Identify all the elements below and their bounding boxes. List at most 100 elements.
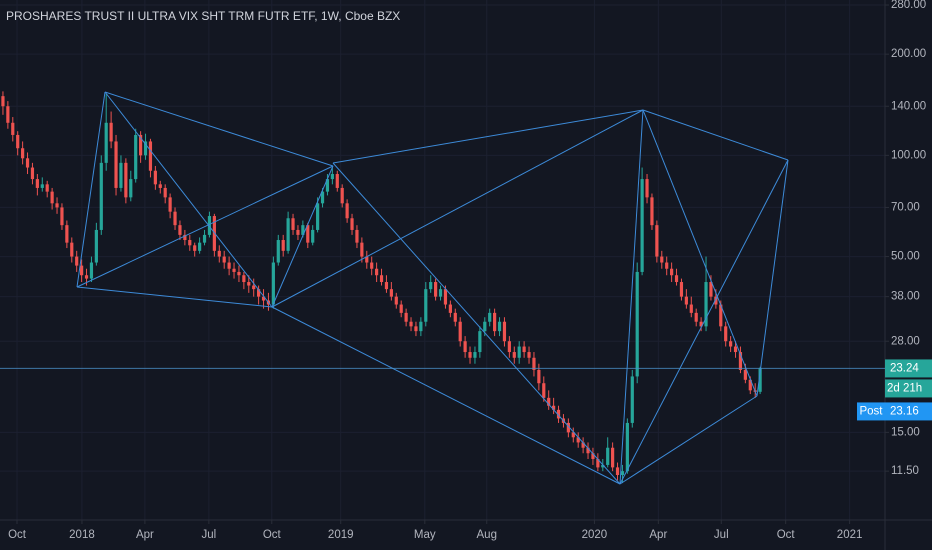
candle-body: [345, 203, 349, 219]
y-tick-label: 70.00: [891, 201, 920, 213]
grid: [0, 0, 885, 520]
candle-body: [625, 422, 629, 472]
x-tick-label: Apr: [649, 529, 667, 541]
candle-body: [660, 256, 664, 263]
candle-body: [143, 141, 148, 156]
candle-body: [493, 312, 497, 332]
candle-body: [743, 369, 747, 380]
y-tick-label: 28.00: [891, 335, 920, 347]
x-tick-label: Oct: [263, 529, 282, 541]
candle-body: [404, 312, 408, 322]
candle-body: [424, 289, 428, 322]
candle-body: [379, 275, 384, 283]
candle-body: [620, 471, 625, 476]
x-tick-label: Oct: [777, 529, 796, 541]
candle-body: [419, 321, 423, 332]
trend-line: [271, 109, 644, 308]
last-price-label: 23.24: [890, 362, 919, 374]
candle-body: [630, 376, 634, 423]
y-tick-label: 50.00: [891, 251, 920, 263]
candle-body: [375, 268, 379, 276]
trend-line: [756, 159, 789, 397]
candle-body: [70, 242, 74, 257]
candle-body: [576, 437, 580, 443]
candle-body: [193, 245, 197, 251]
post-box: [857, 402, 885, 421]
y-tick-label: 11.50: [891, 465, 919, 477]
candle-body: [16, 134, 20, 149]
trend-line: [271, 165, 334, 308]
candle-body: [365, 256, 369, 263]
candle-body: [30, 167, 35, 180]
trend-line: [619, 159, 789, 485]
candle-body: [434, 282, 438, 297]
candle-body: [522, 346, 526, 353]
candle-body: [596, 458, 600, 468]
candle-body: [21, 148, 25, 159]
candle-body: [168, 197, 172, 212]
candle-body: [75, 256, 79, 266]
candle-body: [355, 229, 359, 243]
candle-body: [296, 229, 300, 235]
candle-body: [104, 122, 108, 163]
candle-body: [714, 296, 718, 305]
candle-body: [286, 218, 290, 251]
candle-body: [1, 96, 5, 107]
candle-body: [232, 268, 236, 272]
candle-body: [679, 282, 684, 297]
candle-body: [635, 271, 639, 377]
candle-body: [173, 211, 177, 226]
post-price-box: [885, 402, 932, 421]
candle-body: [699, 321, 703, 327]
candle-body: [689, 304, 693, 313]
candle-body: [611, 447, 615, 468]
candle-body: [512, 352, 516, 358]
candle-body: [478, 331, 482, 353]
candle-body: [488, 312, 492, 322]
candle-body: [370, 262, 374, 269]
candle-body: [89, 262, 94, 279]
candle-body: [527, 352, 531, 358]
candle-body: [153, 170, 157, 185]
candle-body: [291, 218, 295, 230]
candle-body: [124, 162, 128, 198]
candle-body: [119, 162, 123, 188]
candle-body: [227, 262, 231, 269]
x-tick-label: Oct: [8, 529, 27, 541]
candle-body: [650, 197, 654, 226]
trend-line: [619, 109, 644, 485]
countdown-box: [885, 379, 932, 398]
candle-body: [11, 122, 15, 135]
x-tick-label: 2020: [582, 529, 608, 541]
candle-body: [414, 326, 418, 332]
candle-body: [581, 442, 585, 448]
candle-body: [360, 242, 364, 257]
trend-line: [619, 395, 758, 485]
x-tick-label: Aug: [477, 529, 497, 541]
trend-line: [104, 91, 334, 167]
candle-body: [448, 304, 452, 313]
candle-body: [429, 282, 433, 290]
candle-body: [458, 321, 462, 342]
candle-body: [591, 453, 595, 459]
candle-body: [316, 203, 320, 230]
candle-body: [532, 357, 536, 370]
candle-body: [517, 346, 521, 358]
candle-body: [537, 369, 541, 384]
candle-body: [665, 262, 669, 269]
candle-body: [222, 256, 226, 263]
candle-body: [109, 122, 113, 142]
x-tick-label: May: [414, 529, 436, 541]
y-tick-label: 200.00: [891, 48, 926, 60]
candle-body: [724, 326, 728, 342]
candle-body: [60, 207, 64, 226]
trend-line: [642, 109, 789, 161]
candle-body: [306, 225, 310, 243]
candle-body: [384, 282, 389, 290]
candle-body: [709, 282, 713, 297]
candle-body: [719, 304, 723, 327]
trend-line: [642, 109, 758, 397]
candle-body: [409, 321, 413, 327]
candles: [1, 91, 762, 484]
